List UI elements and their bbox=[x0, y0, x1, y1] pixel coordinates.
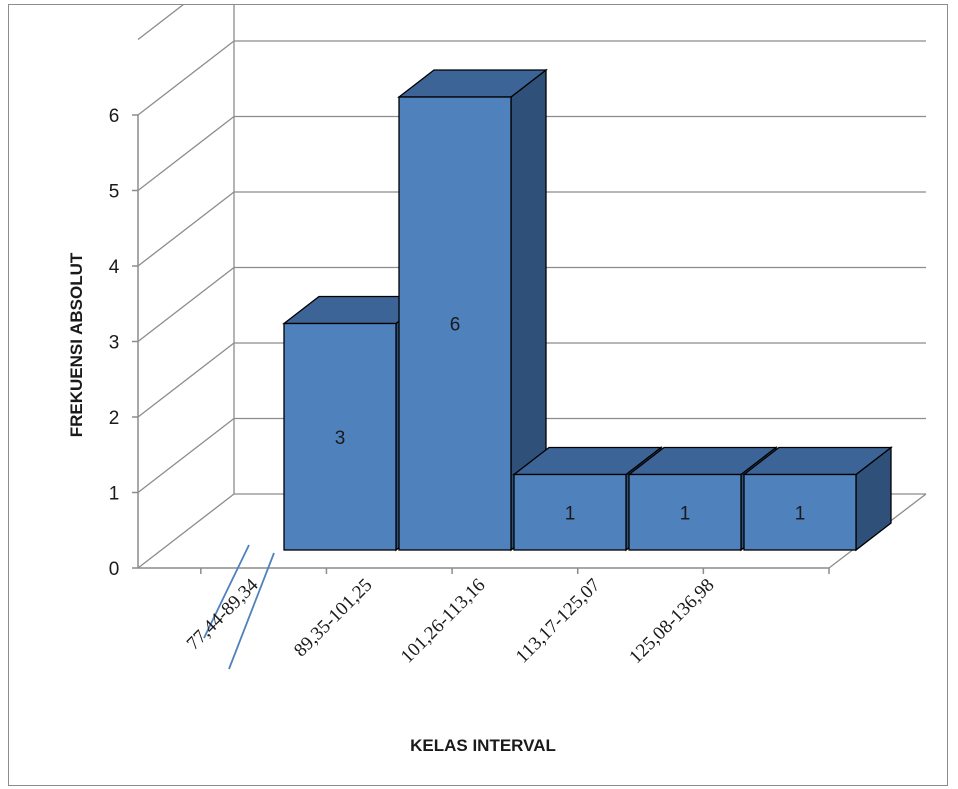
bar-front bbox=[628, 473, 742, 551]
y-axis-title: FREKUENSI ABSOLUT bbox=[67, 252, 86, 437]
x-category-label: 113,17-125,07 bbox=[512, 575, 605, 668]
bar-front bbox=[743, 473, 857, 551]
gridline-diagonal bbox=[137, 5, 184, 41]
x-axis-title: KELAS INTERVAL bbox=[410, 736, 556, 755]
gridline-diagonal bbox=[137, 266, 235, 343]
x-category-label: 101,26-113,16 bbox=[397, 575, 490, 668]
data-label: 3 bbox=[335, 428, 346, 449]
axes bbox=[132, 114, 830, 670]
y-tick-label: 2 bbox=[109, 408, 120, 429]
gridline-diagonal bbox=[137, 115, 235, 192]
gridline-diagonal bbox=[137, 191, 235, 267]
gridline-diagonal bbox=[137, 493, 235, 569]
bars bbox=[282, 68, 893, 552]
x-category-label: 125,08-136,98 bbox=[625, 575, 718, 668]
y-tick-label: 0 bbox=[109, 559, 120, 580]
axis-break-mark bbox=[203, 544, 250, 639]
data-label: 1 bbox=[795, 503, 806, 524]
y-tick-label: 4 bbox=[109, 257, 120, 278]
gridline-diagonal bbox=[137, 417, 235, 494]
x-category-label: 89,35-101,25 bbox=[290, 575, 376, 661]
y-tick-label: 6 bbox=[109, 106, 120, 127]
chart-frame: 0 1 2 3 4 5 6 3 6 1 1 1 77,44-89,34 89,35-101,25 101,2… bbox=[8, 4, 948, 786]
data-label: 1 bbox=[565, 503, 576, 524]
data-label: 1 bbox=[680, 503, 691, 524]
y-tick-label: 5 bbox=[109, 182, 120, 203]
y-tick-label: 3 bbox=[109, 333, 120, 354]
y-tick-label: 1 bbox=[109, 484, 120, 505]
bar-front bbox=[283, 322, 397, 551]
axis-break-mark bbox=[228, 552, 275, 670]
bar-front bbox=[398, 96, 512, 551]
bar-front bbox=[513, 473, 627, 551]
gridline-diagonal bbox=[137, 40, 235, 116]
gridline-diagonal bbox=[137, 342, 235, 418]
bar-2 bbox=[397, 68, 548, 552]
bar-5 bbox=[742, 446, 893, 552]
data-label: 6 bbox=[450, 315, 461, 336]
